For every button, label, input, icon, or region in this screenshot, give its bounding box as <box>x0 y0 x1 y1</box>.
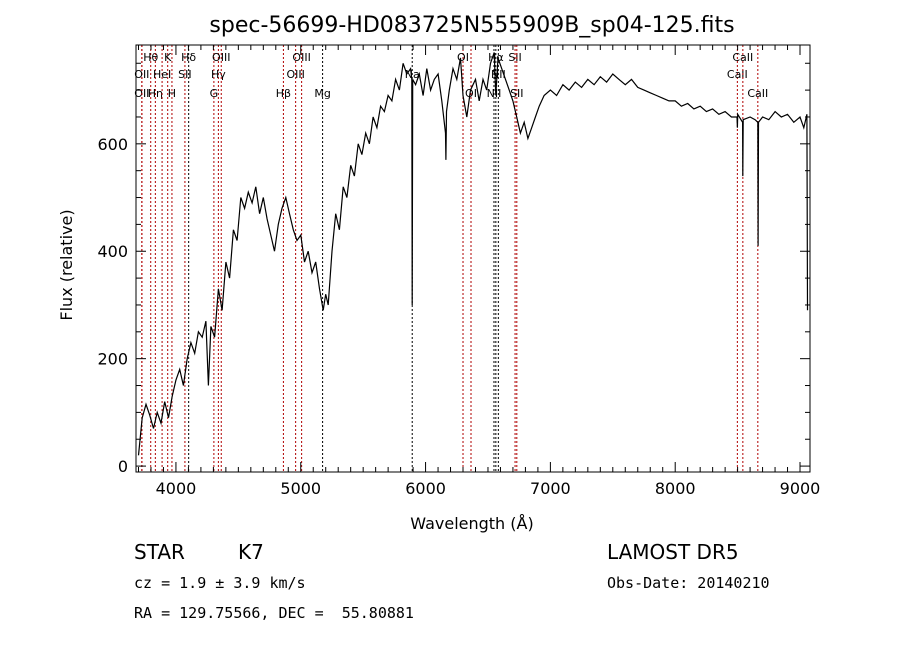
spectral-line-label: NII <box>487 87 502 100</box>
plot-frame <box>135 44 811 473</box>
spectral-line-label: SII <box>508 51 521 64</box>
spectral-line-label: SII <box>178 68 191 81</box>
y-tick-label: 200 <box>97 350 128 369</box>
spectral-line-label: Hθ <box>143 51 158 64</box>
y-tick-label: 600 <box>97 135 128 154</box>
spectral-line-label: OI <box>465 87 477 100</box>
spectral-line-label: H <box>168 87 176 100</box>
y-tick-label: 0 <box>118 457 128 476</box>
spectral-line-label: OIII <box>286 68 304 81</box>
x-tick-label: 4000 <box>156 479 197 498</box>
object-subclass: K7 <box>238 540 264 564</box>
spectral-line-label: CaII <box>747 87 768 100</box>
spectral-line-label: G <box>210 87 219 100</box>
survey-label: LAMOST DR5 <box>607 540 739 564</box>
x-tick-label: 8000 <box>655 479 696 498</box>
spectral-line-label: Hγ <box>211 68 226 81</box>
redshift-velocity: cz = 1.9 ± 3.9 km/s <box>134 574 306 592</box>
spectral-line-label: HeI <box>153 68 171 81</box>
spectral-line-label: OII <box>134 68 149 81</box>
spectral-line-label: Hη <box>148 87 163 100</box>
spectral-line-label: K <box>164 51 172 64</box>
spectral-line-label: SII <box>510 87 523 100</box>
y-tick-label: 400 <box>97 242 128 261</box>
coordinates: RA = 129.75566, DEC = 55.80881 <box>134 604 414 622</box>
spectral-line-label: OIII <box>212 51 230 64</box>
y-axis-label: Flux (relative) <box>57 209 76 320</box>
spectral-line-label: CaII <box>727 68 748 81</box>
spectral-line-label: Mg <box>314 87 330 100</box>
object-class: STAR <box>134 540 185 564</box>
x-tick-label: 5000 <box>280 479 321 498</box>
x-tick-label: 9000 <box>780 479 821 498</box>
x-tick-label: 7000 <box>530 479 571 498</box>
spectral-line-label: CaII <box>732 51 753 64</box>
chart-title: spec-56699-HD083725N555909B_sp04-125.fit… <box>209 13 734 38</box>
spectral-line-label: OI <box>457 51 469 64</box>
observation-date: Obs-Date: 20140210 <box>607 574 770 592</box>
spectrum-line <box>137 52 809 456</box>
x-axis-label: Wavelength (Å) <box>410 514 533 533</box>
x-tick-label: 6000 <box>405 479 446 498</box>
spectral-line-label: OIII <box>292 51 310 64</box>
spectral-line-label: Hβ <box>276 87 291 100</box>
spectral-line-label: Hδ <box>181 51 196 64</box>
